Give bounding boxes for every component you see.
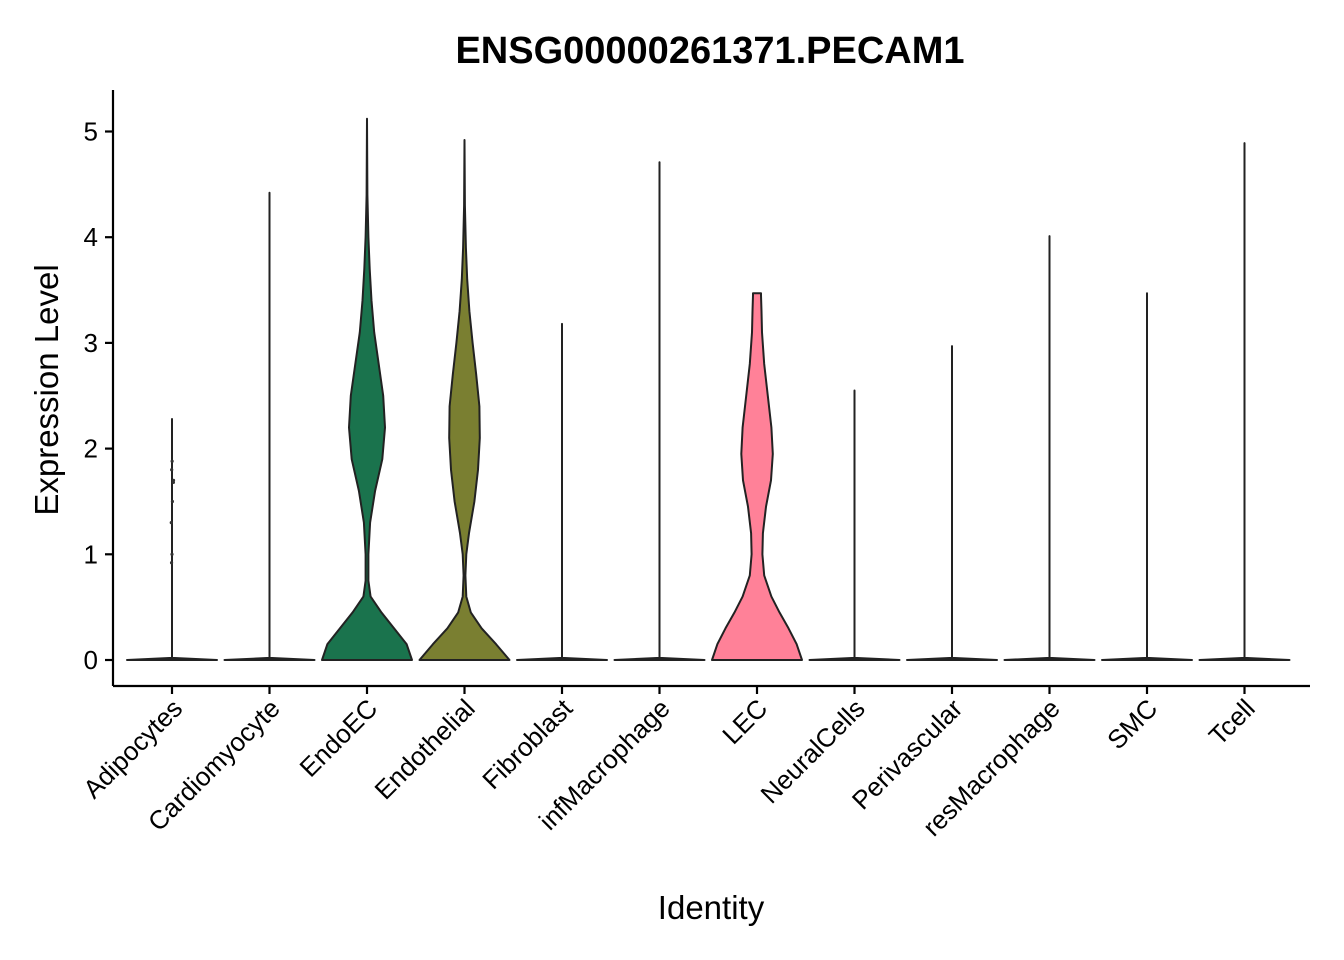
violin-infMacrophage bbox=[613, 161, 706, 661]
y-tick-label: 5 bbox=[84, 117, 98, 147]
y-tick-label: 3 bbox=[84, 328, 98, 358]
violin-Adipocytes bbox=[126, 418, 218, 661]
jitter-point bbox=[170, 468, 174, 472]
jitter-point bbox=[169, 561, 174, 565]
x-axis-title: Identity bbox=[658, 889, 765, 926]
x-tick-label: SMC bbox=[1101, 693, 1163, 755]
jitter-point bbox=[170, 499, 174, 504]
violins-group bbox=[126, 117, 1291, 661]
violin-SMC bbox=[1101, 292, 1193, 661]
y-tick-label: 0 bbox=[84, 645, 98, 675]
y-tick-label: 2 bbox=[84, 434, 98, 464]
violin-Fibroblast bbox=[516, 322, 608, 661]
violin-Perivascular bbox=[906, 345, 998, 661]
violin-LEC bbox=[711, 292, 803, 661]
y-axis: 0 1 2 3 4 5 bbox=[84, 90, 115, 686]
y-axis-title: Expression Level bbox=[28, 264, 65, 515]
x-tick-label: EndoEC bbox=[294, 693, 384, 783]
x-tick-label: Fibroblast bbox=[476, 692, 578, 794]
violin-NeuralCells bbox=[808, 389, 901, 661]
x-tick-label: Tcell bbox=[1203, 693, 1261, 751]
jitter-point bbox=[169, 520, 173, 525]
x-tick-label: LEC bbox=[716, 693, 773, 750]
violin-resMacrophage bbox=[1003, 235, 1096, 661]
y-tick-label: 4 bbox=[84, 222, 98, 252]
violin-Endothelial bbox=[418, 139, 511, 661]
jitter-point bbox=[170, 552, 174, 556]
violin-Cardiomyocyte bbox=[223, 191, 316, 661]
chart-title: ENSG00000261371.PECAM1 bbox=[455, 30, 964, 72]
violin-Tcell bbox=[1198, 142, 1291, 661]
y-tick-label: 1 bbox=[84, 539, 98, 569]
jitter-point bbox=[171, 478, 176, 482]
x-tick-label: Endothelial bbox=[369, 693, 481, 805]
jitter-point bbox=[170, 459, 174, 463]
violin-EndoEC bbox=[321, 117, 413, 661]
